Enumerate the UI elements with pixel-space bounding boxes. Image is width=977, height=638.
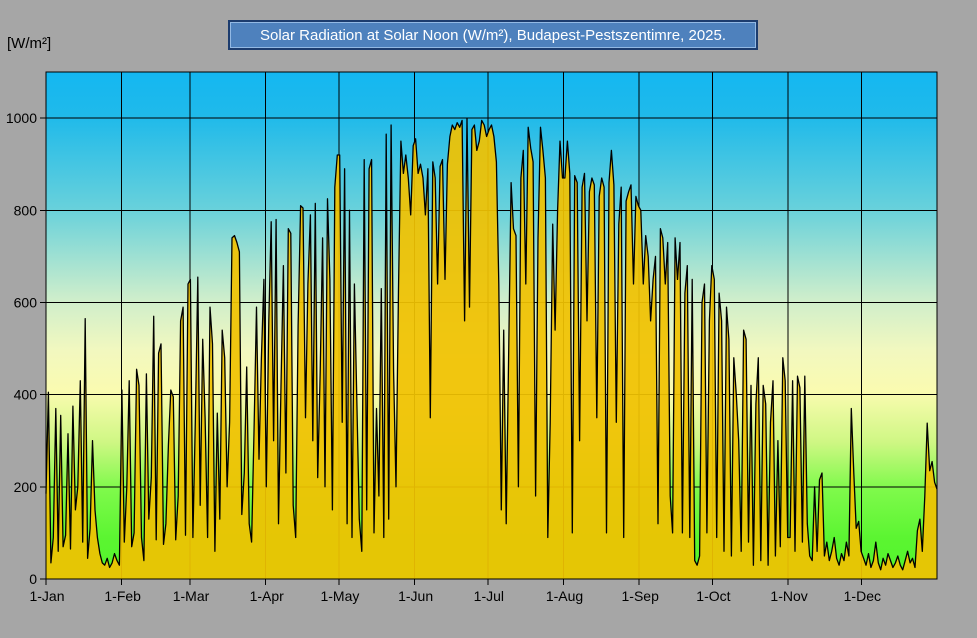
chart-title: Solar Radiation at Solar Noon (W/m²), Bu… [259, 26, 727, 44]
x-tick-label: 1-Sep [622, 588, 660, 604]
x-tick-label: 1-Nov [770, 588, 807, 604]
y-tick-label: 800 [14, 202, 38, 218]
y-tick-label: 0 [29, 571, 37, 587]
plot-border [45, 71, 938, 580]
chart-title-box: Solar Radiation at Solar Noon (W/m²), Bu… [228, 20, 758, 50]
y-tick-label: 200 [14, 479, 38, 495]
x-tick-label: 1-Jul [474, 588, 504, 604]
x-tick-label: 1-Dec [844, 588, 881, 604]
y-tick-label: 600 [14, 294, 38, 310]
x-tick-label: 1-May [320, 588, 359, 604]
y-axis-unit-label: [W/m²] [7, 35, 52, 52]
y-tick-label: 400 [14, 387, 38, 403]
x-tick-label: 1-Oct [696, 588, 730, 604]
x-tick-label: 1-Apr [250, 588, 285, 604]
x-tick-label: 1-Jun [398, 588, 433, 604]
x-tick-label: 1-Feb [104, 588, 141, 604]
solar-radiation-area [46, 118, 937, 579]
x-tick-label: 1-Mar [173, 588, 210, 604]
x-tick-label: 1-Aug [546, 588, 583, 604]
y-tick-label: 1000 [6, 110, 37, 126]
solar-radiation-line [45, 117, 938, 571]
x-tick-label: 1-Jan [29, 588, 64, 604]
